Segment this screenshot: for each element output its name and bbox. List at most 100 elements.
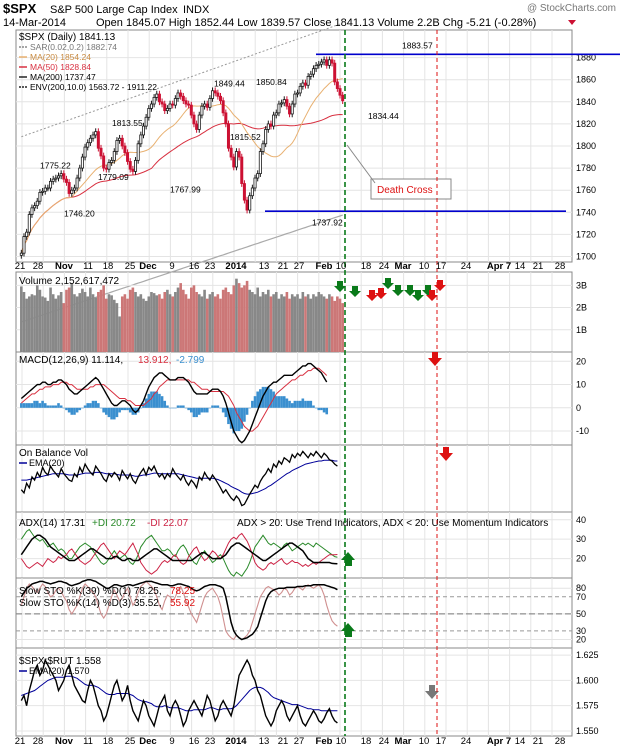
macd-histogram-bar	[235, 407, 238, 432]
ratio-ema-legend: EMA(20) 1.570	[29, 666, 90, 676]
adx-axis-tick: 30	[576, 534, 586, 544]
x-axis-label-bottom: 24	[461, 736, 472, 747]
price-legend-item: SAR(0.02,0.2) 1882.74	[30, 42, 117, 52]
macd-histogram-bar	[94, 400, 97, 408]
candle-body	[197, 114, 201, 130]
price-axis-tick: 1860	[576, 75, 596, 85]
volume-bar	[216, 294, 220, 352]
volume-bar	[86, 296, 90, 352]
volume-bar	[57, 295, 60, 352]
candle-body	[147, 108, 151, 118]
volume-bar	[320, 294, 323, 352]
x-axis-label-top: Feb	[316, 261, 333, 272]
volume-bar	[67, 287, 71, 352]
volume-signal-arrow	[392, 285, 404, 296]
x-axis-label-top: 10	[336, 261, 347, 272]
volume-bar	[118, 316, 121, 352]
macd-histogram-bar	[20, 403, 23, 408]
macd-histogram-bar	[314, 407, 318, 409]
macd-histogram-bar	[51, 405, 55, 408]
candle-body	[165, 108, 169, 112]
macd-axis-tick: 20	[576, 356, 586, 366]
volume-bar	[59, 292, 63, 352]
candle-body	[319, 61, 323, 65]
sto-axis-tick: 30	[576, 626, 586, 636]
candle-body	[248, 195, 252, 211]
volume-bar	[248, 289, 252, 352]
x-axis-label-bottom: 21	[278, 736, 289, 747]
macd-histogram-bar	[97, 403, 100, 408]
volume-bar	[301, 292, 305, 352]
macd-histogram-bar	[288, 400, 291, 408]
macd-histogram-bar	[237, 407, 241, 432]
candle-body	[266, 123, 270, 130]
candle-body	[195, 123, 199, 130]
volume-bar	[229, 294, 233, 352]
volume-bar	[112, 299, 116, 352]
macd-axis-tick: 0	[576, 403, 581, 413]
volume-signal-arrow	[375, 288, 387, 299]
volume-bar	[245, 280, 249, 352]
x-axis-label-bottom: 9	[169, 736, 174, 747]
volume-bar	[293, 296, 297, 352]
volume-axis-tick: 3B	[576, 280, 587, 290]
volume-bar	[131, 287, 135, 352]
adx-legend: ADX(14) 17.31	[19, 518, 86, 529]
candle-body	[123, 145, 127, 154]
macd-histogram-bar	[320, 407, 323, 411]
x-axis-label-bottom: 10	[419, 736, 430, 747]
candle-body	[213, 90, 217, 94]
macd-histogram-bar	[46, 405, 50, 408]
candle-body	[176, 92, 180, 99]
candle-body	[256, 173, 260, 179]
volume-signal-arrow	[349, 286, 361, 297]
volume-bar	[269, 296, 273, 352]
ratio-axis-tick: 1.625	[576, 650, 599, 660]
macd-histogram-bar	[73, 407, 76, 415]
volume-bar	[49, 287, 52, 352]
volume-bar	[197, 294, 201, 352]
volume-bar	[280, 294, 283, 352]
candle-body	[203, 103, 207, 107]
x-axis-label-top: 21	[278, 261, 289, 272]
candle-body	[184, 100, 188, 105]
macd-histogram-bar	[240, 407, 244, 429]
macd-histogram-bar	[59, 405, 63, 408]
x-axis-label-bottom: 24	[379, 736, 390, 747]
x-axis-label-top: 21	[15, 261, 26, 272]
volume-bar	[187, 298, 190, 352]
volume-bar	[243, 285, 246, 352]
x-axis-label-bottom: 28	[33, 736, 44, 747]
volume-bar	[285, 292, 289, 352]
candle-body	[128, 161, 132, 170]
macd-histogram-bar	[160, 396, 164, 408]
price-annotation: 1850.84	[256, 77, 287, 87]
x-axis-label-top: 21	[533, 261, 544, 272]
candle-body	[264, 129, 268, 145]
macd-histogram-bar	[62, 407, 66, 409]
macd-histogram-bar	[296, 400, 299, 408]
volume-bar	[338, 298, 342, 352]
volume-bar	[306, 294, 310, 352]
volume-bar	[120, 296, 124, 352]
volume-bar	[38, 289, 42, 352]
candle-body	[144, 116, 148, 127]
price-axis-tick: 1720	[576, 229, 596, 239]
volume-bar	[290, 294, 294, 352]
macd-histogram-bar	[131, 407, 135, 415]
macd-histogram-bar	[213, 405, 217, 408]
volume-legend: Volume 2,152,617,472	[19, 276, 120, 287]
sto-axis-tick: 20	[576, 634, 586, 644]
candle-body	[221, 100, 225, 114]
candle-body	[94, 131, 98, 136]
x-axis-label-bottom: Apr 7	[487, 736, 511, 747]
ohlc-summary: Open 1845.07 High 1852.44 Low 1839.57 Cl…	[96, 17, 536, 29]
macd-histogram-bar	[221, 407, 225, 413]
candle-body	[96, 131, 100, 149]
macd-histogram-bar	[99, 407, 103, 409]
candle-body	[314, 64, 318, 70]
price-annotation: 1849.44	[214, 78, 245, 88]
macd-histogram-bar	[325, 407, 329, 415]
candle-body	[234, 151, 238, 168]
candle-body	[62, 173, 66, 180]
